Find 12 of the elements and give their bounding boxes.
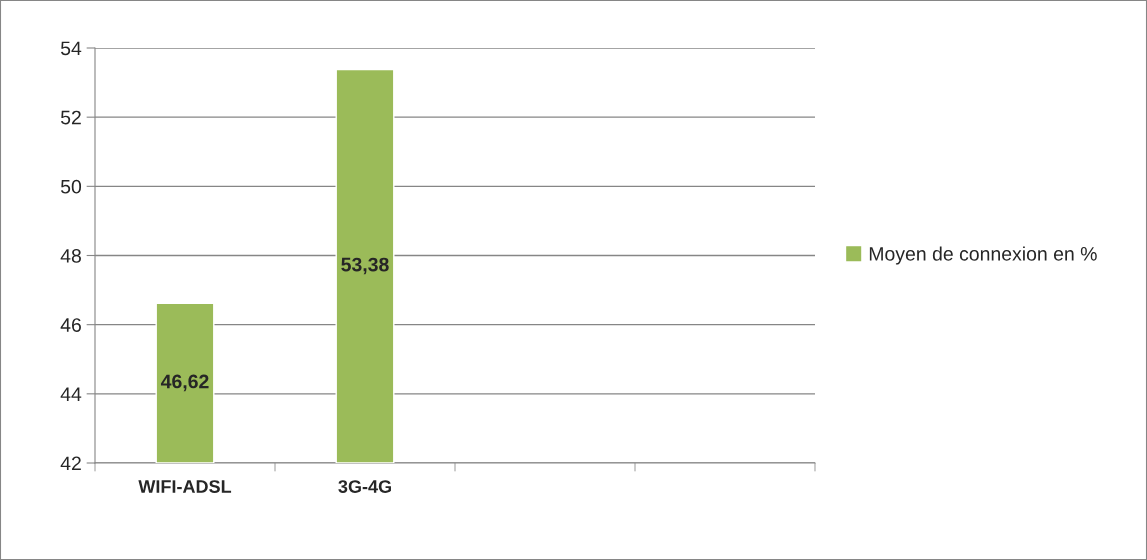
data-label: 53,38 <box>341 257 389 275</box>
x-tick-label: WIFI-ADSL <box>138 480 232 493</box>
y-tick-label: 52 <box>60 110 81 125</box>
legend-label: Moyen de connexion en % <box>869 246 1097 265</box>
y-tick-label: 54 <box>60 41 82 56</box>
y-tick-label: 50 <box>60 179 82 194</box>
y-tick-label: 46 <box>60 318 81 332</box>
x-tick-label: 3G-4G <box>338 480 391 493</box>
data-label: 46,62 <box>160 374 209 392</box>
y-tick-label: 44 <box>60 387 82 401</box>
y-tick-label: 48 <box>60 248 81 263</box>
y-tick-label: 42 <box>60 456 81 471</box>
